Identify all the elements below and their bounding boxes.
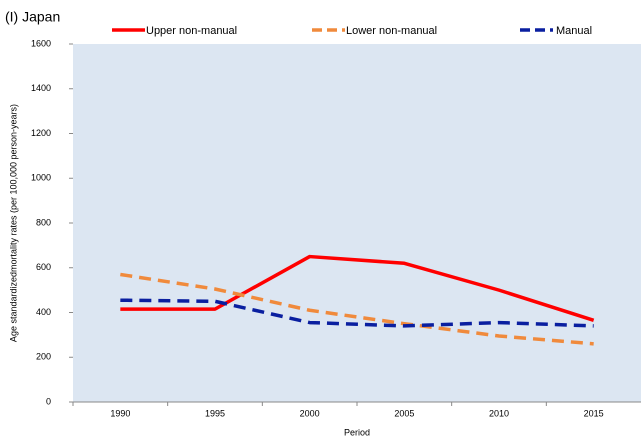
- y-tick-label: 600: [36, 262, 51, 272]
- series-line: [120, 254, 595, 322]
- legend-label: Lower non-manual: [346, 25, 437, 37]
- y-tick-label: 800: [36, 217, 51, 227]
- x-tick-label: 1995: [205, 408, 225, 418]
- legend-label: Upper non-manual: [146, 25, 237, 37]
- x-tick-label: 2005: [394, 408, 414, 418]
- x-tick-label: 1990: [110, 408, 130, 418]
- y-tick-label: 400: [36, 307, 51, 317]
- x-axis-label: Period: [344, 427, 370, 437]
- legend-label: Manual: [556, 25, 592, 37]
- series-line: [120, 298, 594, 328]
- series-line: [120, 272, 594, 346]
- x-tick-label: 2015: [584, 408, 604, 418]
- y-tick-label: 1600: [31, 38, 51, 48]
- plot-area: [73, 44, 641, 402]
- y-tick-label: 1200: [31, 128, 51, 138]
- chart-title: (I) Japan: [5, 9, 60, 25]
- y-tick-label: 0: [46, 396, 51, 406]
- y-tick-label: 1400: [31, 83, 51, 93]
- x-tick-label: 2000: [300, 408, 320, 418]
- y-tick-label: 1000: [31, 173, 51, 183]
- y-axis-label: Age standardizedmortality rates (per 100…: [8, 104, 18, 342]
- x-tick-label: 2010: [489, 408, 509, 418]
- y-tick-label: 200: [36, 352, 51, 362]
